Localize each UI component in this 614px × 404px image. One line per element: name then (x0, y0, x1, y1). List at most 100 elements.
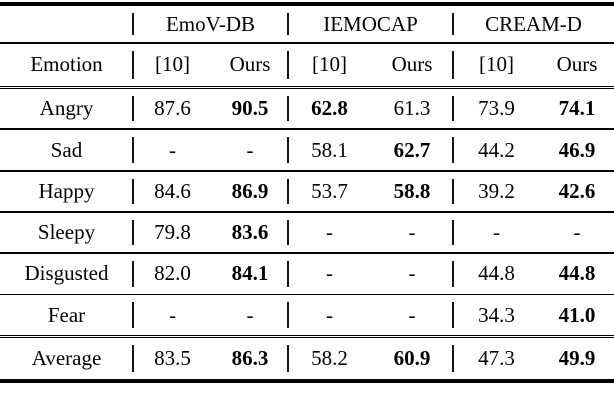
column-divider (452, 50, 454, 79)
column-divider (132, 345, 134, 373)
dataset-header-iemocap: IEMOCAP (323, 11, 418, 36)
dataset-header-emov-db: EmoV-DB (165, 11, 256, 36)
method-header: Ours (229, 52, 271, 77)
value-cell: 44.2 (478, 137, 515, 162)
top-rule (0, 2, 614, 6)
value-cell: 44.8 (558, 261, 596, 286)
column-divider (452, 95, 454, 122)
results-table: EmoV-DB IEMOCAP CREAM-D Emotion [10] Our… (0, 2, 614, 384)
table-row-sleepy: Sleepy 79.8 83.6 - - - - (0, 213, 614, 253)
column-divider (452, 13, 454, 35)
value-cell: - (169, 302, 176, 327)
header-body-rule (0, 85, 614, 89)
column-divider (132, 261, 134, 287)
column-divider (132, 219, 134, 246)
column-divider (287, 302, 289, 328)
value-cell: - (408, 302, 416, 327)
row-rule (0, 169, 614, 172)
value-cell: 82.0 (154, 261, 191, 286)
column-divider (287, 345, 289, 373)
value-cell: 60.9 (393, 346, 431, 371)
column-divider (452, 261, 454, 287)
emotion-label: Sad (50, 137, 83, 162)
value-cell: 58.8 (393, 178, 431, 203)
row-rule (0, 252, 614, 255)
column-divider (287, 95, 289, 122)
value-cell: 53.7 (311, 178, 348, 203)
dataset-header-cream-d: CREAM-D (485, 11, 582, 36)
value-cell: 42.6 (558, 178, 596, 203)
column-divider (132, 50, 134, 79)
column-divider (132, 137, 134, 163)
column-divider (452, 302, 454, 328)
column-divider (287, 219, 289, 246)
emotion-label: Angry (39, 96, 94, 121)
value-cell: 62.7 (393, 137, 431, 162)
value-cell: 73.9 (478, 96, 515, 121)
value-cell: 49.9 (558, 346, 596, 371)
column-divider (287, 50, 289, 79)
method-header: Ours (391, 52, 433, 77)
value-cell: - (408, 261, 416, 286)
value-cell: - (493, 220, 500, 245)
value-cell: 83.6 (231, 220, 269, 245)
emotion-label: Happy (38, 178, 95, 203)
value-cell: - (246, 137, 254, 162)
emotion-label: Sleepy (37, 220, 96, 245)
column-divider (452, 345, 454, 373)
column-divider (287, 261, 289, 287)
column-divider (132, 13, 134, 35)
emotion-label: Average (31, 346, 102, 371)
column-divider (452, 137, 454, 163)
value-cell: 58.2 (311, 346, 348, 371)
value-cell: 41.0 (558, 302, 596, 327)
method-header: [10] (312, 52, 347, 77)
value-cell: 86.9 (231, 178, 269, 203)
value-cell: 84.6 (154, 178, 191, 203)
value-cell: - (246, 302, 254, 327)
value-cell: 58.1 (311, 137, 348, 162)
table-row-disgusted: Disgusted 82.0 84.1 - - 44.8 44.8 (0, 254, 614, 294)
value-cell: - (326, 302, 333, 327)
emotion-column-header: Emotion (30, 52, 103, 77)
value-cell: 83.5 (154, 346, 191, 371)
table-row-sad: Sad - - 58.1 62.7 44.2 46.9 (0, 130, 614, 170)
emotion-label: Disgusted (24, 261, 109, 286)
value-cell: 86.3 (231, 346, 269, 371)
value-cell: 61.3 (393, 96, 431, 121)
dataset-header-row: EmoV-DB IEMOCAP CREAM-D (0, 6, 614, 42)
column-divider (452, 178, 454, 205)
column-divider (132, 302, 134, 328)
method-header-row: Emotion [10] Ours [10] Ours [10] Ours (0, 44, 614, 86)
method-header: [10] (479, 52, 514, 77)
table-row-angry: Angry 87.6 90.5 62.8 61.3 73.9 74.1 (0, 89, 614, 129)
value-cell: 47.3 (478, 346, 515, 371)
value-cell: - (326, 261, 333, 286)
method-header: Ours (556, 52, 598, 77)
method-header: [10] (155, 52, 190, 77)
value-cell: 62.8 (311, 96, 348, 121)
bottom-rule (0, 379, 614, 384)
row-rule (0, 293, 614, 296)
value-cell: - (326, 220, 333, 245)
value-cell: - (169, 137, 176, 162)
table-row-average: Average 83.5 86.3 58.2 60.9 47.3 49.9 (0, 338, 614, 379)
value-cell: 39.2 (478, 178, 515, 203)
value-cell: 84.1 (231, 261, 269, 286)
row-rule (0, 128, 614, 131)
value-cell: 44.8 (478, 261, 515, 286)
table-row-fear: Fear - - - - 34.3 41.0 (0, 295, 614, 335)
row-rule (0, 211, 614, 213)
column-divider (287, 137, 289, 163)
value-cell: 87.6 (154, 96, 191, 121)
value-cell: 79.8 (154, 220, 191, 245)
table-row-happy: Happy 84.6 86.9 53.7 58.8 39.2 42.6 (0, 172, 614, 212)
column-divider (287, 178, 289, 205)
value-cell: - (408, 220, 416, 245)
value-cell: 90.5 (231, 96, 269, 121)
emotion-label: Fear (47, 302, 86, 327)
column-divider (452, 219, 454, 246)
value-cell: - (573, 220, 581, 245)
column-divider (287, 13, 289, 35)
column-divider (132, 95, 134, 122)
